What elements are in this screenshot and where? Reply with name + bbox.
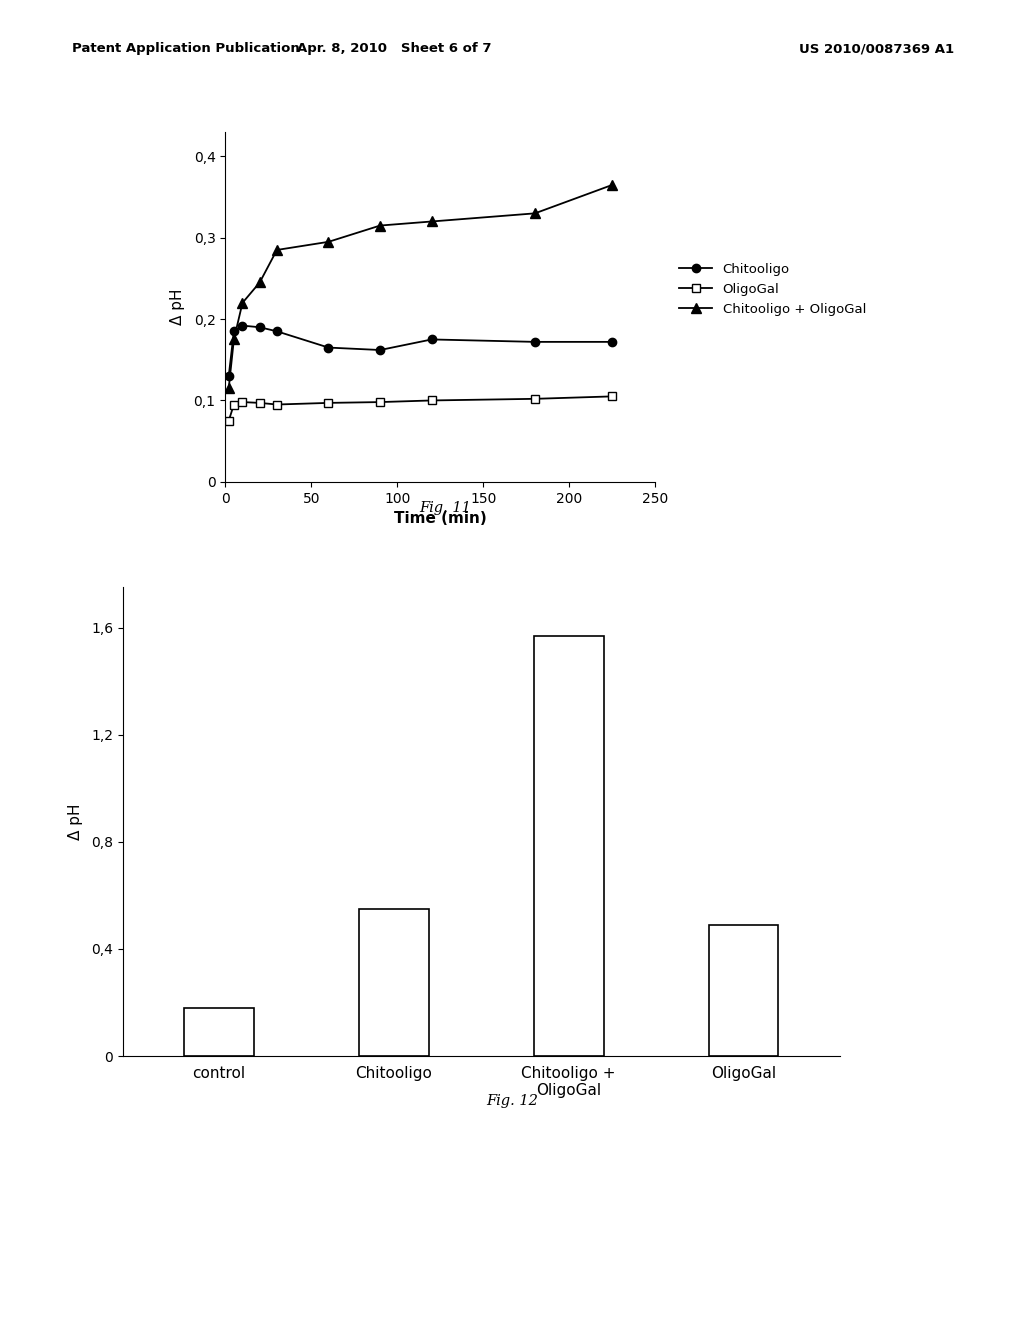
Chitooligo + OligoGal xyxy=(426,214,438,230)
Chitooligo xyxy=(528,334,541,350)
Chitooligo + OligoGal xyxy=(270,242,283,257)
Chitooligo xyxy=(323,339,335,355)
OligoGal xyxy=(323,395,335,411)
OligoGal xyxy=(426,392,438,408)
Chitooligo xyxy=(270,323,283,339)
Chitooligo xyxy=(426,331,438,347)
OligoGal xyxy=(270,396,283,412)
Bar xyxy=(184,1007,254,1056)
Line: OligoGal: OligoGal xyxy=(224,392,616,425)
Text: Apr. 8, 2010   Sheet 6 of 7: Apr. 8, 2010 Sheet 6 of 7 xyxy=(297,42,492,55)
Chitooligo xyxy=(374,342,386,358)
Bar xyxy=(358,908,429,1056)
Text: US 2010/0087369 A1: US 2010/0087369 A1 xyxy=(799,42,953,55)
OligoGal xyxy=(528,391,541,407)
Chitooligo + OligoGal xyxy=(227,331,240,347)
Chitooligo + OligoGal xyxy=(222,380,234,396)
Chitooligo xyxy=(237,318,249,334)
Chitooligo + OligoGal xyxy=(237,294,249,310)
Bar xyxy=(534,636,604,1056)
Line: Chitooligo + OligoGal: Chitooligo + OligoGal xyxy=(224,180,617,393)
Y-axis label: Δ pH: Δ pH xyxy=(68,804,83,840)
OligoGal xyxy=(227,396,240,412)
Chitooligo + OligoGal xyxy=(254,275,266,290)
Line: Chitooligo: Chitooligo xyxy=(224,322,616,380)
Chitooligo + OligoGal xyxy=(606,177,618,193)
Legend: Chitooligo, OligoGal, Chitooligo + OligoGal: Chitooligo, OligoGal, Chitooligo + Oligo… xyxy=(679,263,866,317)
Chitooligo + OligoGal xyxy=(528,206,541,222)
OligoGal xyxy=(374,395,386,411)
Chitooligo xyxy=(606,334,618,350)
OligoGal xyxy=(606,388,618,404)
Chitooligo xyxy=(222,368,234,384)
Chitooligo xyxy=(227,323,240,339)
Bar xyxy=(709,925,778,1056)
Text: Fig. 11: Fig. 11 xyxy=(420,502,471,515)
OligoGal xyxy=(237,395,249,411)
Text: Fig. 12: Fig. 12 xyxy=(486,1094,538,1107)
Text: Patent Application Publication: Patent Application Publication xyxy=(72,42,299,55)
OligoGal xyxy=(222,413,234,429)
Chitooligo + OligoGal xyxy=(323,234,335,249)
Y-axis label: Δ pH: Δ pH xyxy=(170,289,185,325)
OligoGal xyxy=(254,395,266,411)
Chitooligo + OligoGal xyxy=(374,218,386,234)
X-axis label: Time (min): Time (min) xyxy=(394,511,486,527)
Chitooligo xyxy=(254,319,266,335)
